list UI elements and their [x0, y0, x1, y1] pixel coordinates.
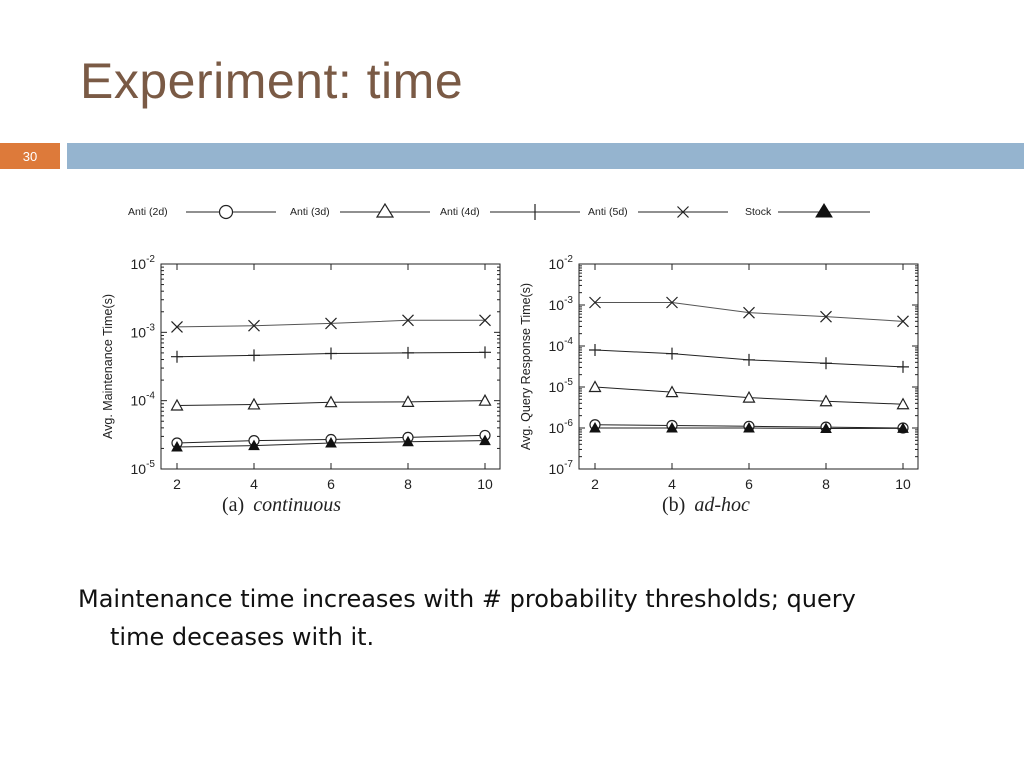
x-tick-label: 10: [477, 476, 493, 492]
point-anti-5d: [897, 315, 909, 328]
point-anti-5d: [325, 317, 337, 330]
legend-marker-anti-2d: [218, 204, 234, 220]
point-anti-4d: [248, 349, 260, 362]
point-anti-4d: [479, 346, 491, 359]
point-stock: [743, 421, 755, 433]
point-anti-5d: [666, 296, 678, 309]
x-tick-label: 2: [591, 476, 599, 492]
point-anti-4d: [743, 353, 755, 366]
point-anti-5d: [589, 296, 601, 309]
point-anti-4d: [589, 343, 601, 356]
y-tick-label: 10-6: [549, 418, 574, 436]
y-tick-exponent: -4: [146, 391, 155, 402]
legend-label-anti-5d: Anti (5d): [588, 206, 628, 218]
y-tick-exponent: -6: [564, 418, 573, 429]
chart-caption: (b) ad-hoc: [662, 494, 750, 516]
point-anti-5d: [171, 320, 183, 333]
y-tick-exponent: -5: [564, 377, 573, 388]
x-tick-label: 6: [745, 476, 753, 492]
chart-caption-label: (b): [662, 494, 690, 516]
point-anti-4d: [666, 347, 678, 360]
point-anti-5d: [479, 314, 491, 327]
y-tick-exponent: -4: [564, 336, 573, 347]
chart-continuous: 10-5 10-4 10-3 10-2 2 4 6 8 10 Avg. Maintenance T…: [101, 254, 501, 516]
point-anti-4d: [325, 347, 337, 360]
point-anti-3d: [401, 395, 415, 407]
y-axis-label: Avg. Maintenance Time(s): [101, 294, 115, 439]
charts-figure: Anti (2d) Anti (3d) Anti (4d) Anti (5d) Stoc…: [101, 202, 919, 516]
legend-marker-anti-5d: [677, 206, 689, 218]
chart-caption: (a) continuous: [222, 494, 341, 516]
legend-label-anti-3d: Anti (3d): [290, 206, 330, 218]
legend-marker-anti-3d: [375, 202, 395, 218]
header-bar: [67, 143, 1024, 169]
x-tick-label: 8: [822, 476, 830, 492]
slide-caption: Maintenance time increases with # probab…: [78, 580, 978, 656]
point-anti-3d: [478, 393, 492, 406]
point-stock: [402, 435, 414, 447]
y-tick-label: 10-3: [131, 322, 156, 340]
point-anti-5d: [820, 310, 832, 323]
legend-label-stock: Stock: [745, 206, 772, 218]
point-stock: [171, 440, 183, 452]
point-stock: [589, 421, 601, 433]
y-tick-label: 10-7: [549, 459, 574, 477]
chart-legend: Anti (2d) Anti (3d) Anti (4d) Anti (5d) Stoc…: [128, 202, 870, 220]
y-tick-exponent: -3: [564, 295, 573, 306]
x-tick-label: 2: [173, 476, 181, 492]
point-anti-4d: [402, 346, 414, 359]
y-tick-exponent: -2: [146, 254, 155, 265]
point-anti-3d: [324, 395, 338, 408]
point-anti-5d: [402, 314, 414, 327]
y-tick-exponent: -2: [564, 254, 573, 265]
chart-caption-text: continuous: [253, 494, 341, 516]
point-stock: [666, 421, 678, 433]
point-stock: [479, 434, 491, 446]
x-tick-label: 4: [668, 476, 676, 492]
point-anti-3d: [247, 397, 261, 410]
point-anti-3d: [819, 394, 833, 407]
legend-label-anti-2d: Anti (2d): [128, 206, 168, 218]
point-anti-3d: [170, 398, 184, 411]
point-anti-5d: [743, 306, 755, 319]
y-tick-label: 10-2: [549, 254, 574, 272]
point-anti-3d: [588, 380, 602, 393]
point-anti-3d: [665, 385, 679, 398]
x-tick-label: 4: [250, 476, 258, 492]
chart-caption-label: (a): [222, 494, 249, 516]
y-tick-exponent: -7: [564, 459, 573, 470]
point-stock: [897, 422, 909, 433]
plot-frame: [578, 263, 919, 470]
y-tick-label: 10-4: [131, 391, 156, 409]
point-anti-4d: [897, 360, 909, 373]
caption-line-2: time deceases with it.: [110, 623, 375, 651]
x-tick-label: 6: [327, 476, 335, 492]
page-number-badge: 30: [0, 143, 60, 169]
point-anti-4d: [820, 357, 832, 370]
point-stock: [325, 436, 337, 448]
point-anti-5d: [248, 319, 260, 332]
legend-marker-stock: [815, 203, 833, 218]
caption-line-1: Maintenance time increases with # probab…: [78, 585, 856, 613]
y-tick-exponent: -3: [146, 322, 155, 333]
y-tick-label: 10-2: [131, 254, 156, 272]
y-tick-label: 10-3: [549, 295, 574, 313]
x-tick-label: 10: [895, 476, 911, 492]
y-axis-label: Avg. Query Response Time(s): [519, 283, 533, 450]
point-anti-3d: [742, 390, 756, 403]
x-tick-label: 8: [404, 476, 412, 492]
point-anti-3d: [896, 397, 910, 410]
legend-label-anti-4d: Anti (4d): [440, 206, 480, 218]
chart-ad-hoc: 10-7 10-6 10-5 10-4 10-3 10-2 2 4 6 8 10 Avg. Query…: [519, 254, 919, 516]
point-stock: [820, 422, 832, 434]
slide-title: Experiment: time: [80, 53, 464, 109]
point-stock: [248, 439, 260, 451]
chart-caption-text: ad-hoc: [694, 494, 750, 516]
y-tick-exponent: -5: [146, 459, 155, 470]
y-tick-label: 10-5: [549, 377, 574, 395]
y-tick-label: 10-4: [549, 336, 574, 354]
y-tick-label: 10-5: [131, 459, 156, 477]
point-anti-4d: [171, 350, 183, 363]
